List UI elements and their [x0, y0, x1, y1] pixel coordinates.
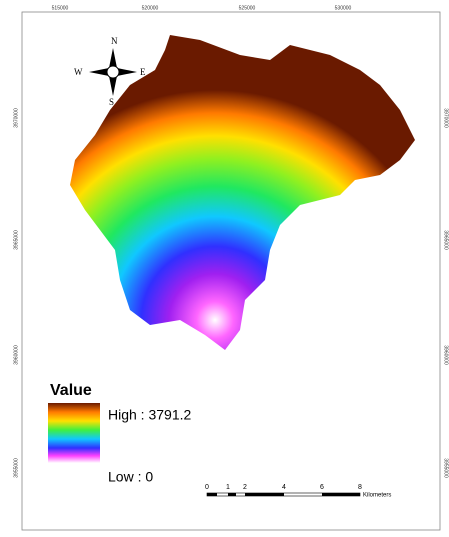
legend-ramp	[48, 403, 100, 463]
legend-title: Value	[50, 382, 92, 399]
left-coord: 3955000	[13, 458, 19, 478]
map-frame	[21, 11, 441, 531]
scale-label: 2	[243, 484, 247, 491]
top-coord: 530000	[335, 5, 352, 11]
right-coord: 3960000	[443, 345, 449, 365]
scale-bar	[206, 492, 361, 497]
right-coord: 3970000	[443, 108, 449, 128]
scale-label: 8	[358, 484, 362, 491]
top-coord: 525000	[239, 5, 256, 11]
compass-n: N	[111, 36, 118, 46]
top-coord: 515000	[52, 5, 69, 11]
legend-high: High : 3791.2	[108, 407, 191, 423]
scale-label: 1	[226, 484, 230, 491]
left-coord: 3970000	[13, 108, 19, 128]
right-coord: 3965000	[443, 230, 449, 250]
scale-unit: Kilometers	[363, 493, 391, 499]
scale-label: 0	[205, 484, 209, 491]
compass-s: S	[109, 97, 114, 107]
right-coord: 3955000	[443, 458, 449, 478]
compass-e: E	[140, 67, 146, 77]
compass: N S E W	[74, 36, 146, 107]
top-coord: 520000	[142, 5, 159, 11]
legend-low: Low : 0	[108, 469, 153, 485]
left-coord: 3960000	[13, 345, 19, 365]
terrain	[70, 35, 415, 350]
left-coord: 3965000	[13, 230, 19, 250]
scale-label: 6	[320, 484, 324, 491]
scale-label: 4	[282, 484, 286, 491]
compass-w: W	[74, 67, 83, 77]
